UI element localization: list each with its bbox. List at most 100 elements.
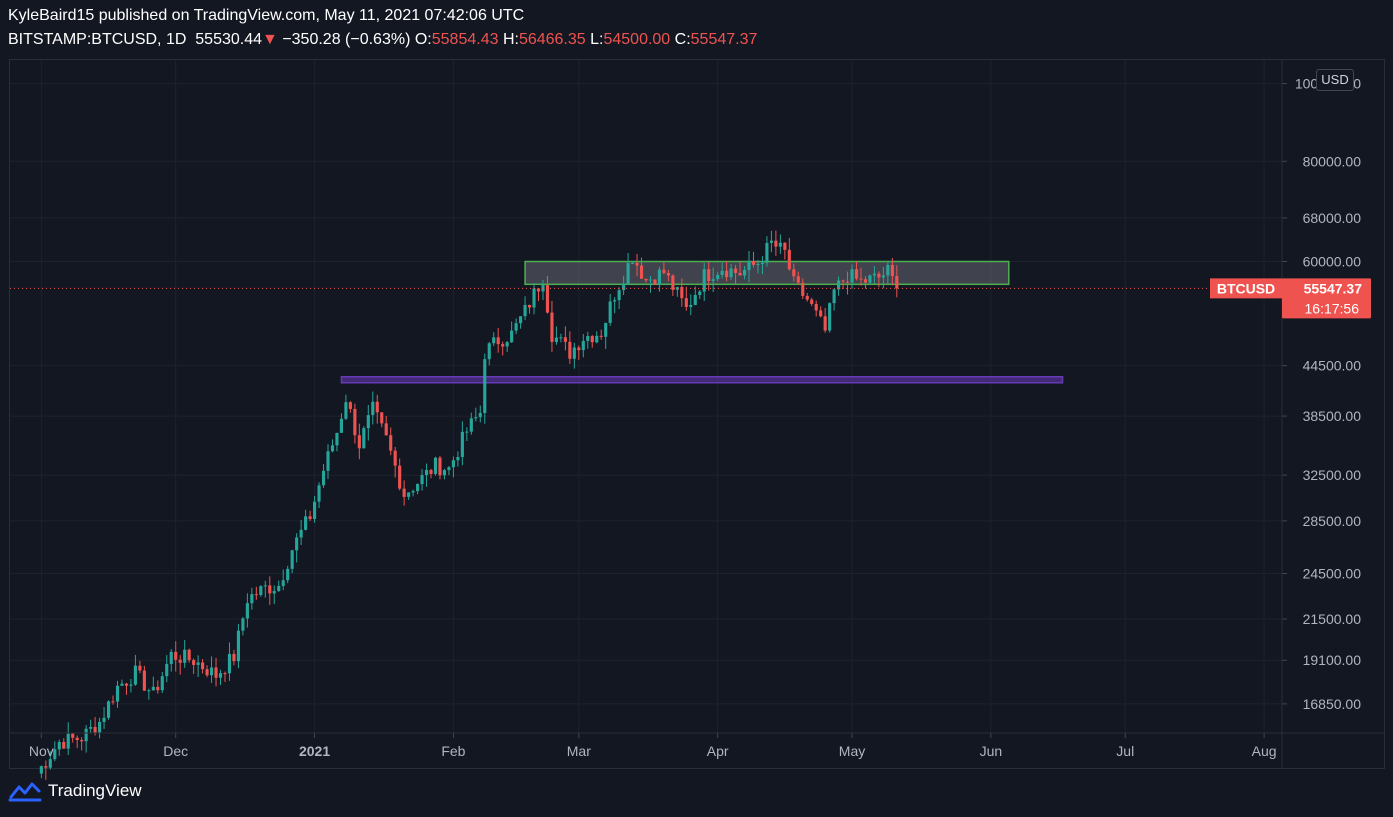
candle — [751, 251, 756, 268]
candle — [201, 659, 205, 674]
candle — [223, 671, 227, 683]
candle-body — [71, 733, 75, 738]
candle — [232, 649, 236, 666]
candle-body — [111, 701, 115, 703]
currency-button[interactable]: USD — [1316, 69, 1354, 91]
candle — [563, 326, 567, 351]
candle-body — [80, 739, 84, 742]
price-tag-value: 55547.37 — [1304, 280, 1363, 296]
candle — [814, 300, 818, 317]
candle-body — [268, 585, 272, 594]
candle — [483, 353, 487, 424]
candle-body — [671, 275, 675, 290]
candle — [599, 329, 603, 340]
candle — [192, 658, 196, 674]
candle-body — [451, 460, 455, 468]
candle — [738, 261, 742, 276]
candle-body — [317, 485, 321, 502]
candle — [138, 660, 142, 674]
candle-body — [53, 749, 57, 760]
candle-body — [263, 585, 267, 587]
candle-body — [550, 312, 554, 342]
candle-body — [662, 269, 666, 273]
candle-body — [478, 413, 482, 418]
candle-body — [214, 667, 218, 678]
tradingview-logo-icon[interactable] — [8, 780, 42, 802]
candle-body — [841, 280, 845, 282]
candle — [66, 722, 70, 755]
candle-body — [205, 669, 209, 676]
candle-body — [218, 673, 223, 678]
candle — [886, 260, 890, 284]
candle — [796, 271, 800, 285]
candle-body — [630, 263, 635, 265]
close-value: 55547.37 — [690, 31, 758, 48]
candle-body — [411, 491, 415, 493]
candle — [559, 333, 563, 343]
candle — [756, 259, 760, 274]
candle — [895, 265, 899, 298]
candle-body — [622, 283, 626, 291]
candle-body — [420, 475, 424, 485]
candle-body — [330, 445, 335, 452]
x-tick-label: Jul — [1116, 743, 1134, 759]
candle — [693, 286, 697, 306]
candle — [604, 322, 608, 349]
candle-body — [523, 304, 527, 317]
candle — [720, 262, 724, 279]
candle — [877, 271, 881, 288]
candle-body — [698, 291, 702, 296]
tradingview-brand[interactable]: TradingView — [48, 781, 142, 800]
candle-body — [106, 701, 111, 718]
y-tick-label: 32500.00 — [1303, 467, 1362, 483]
candle — [787, 237, 791, 271]
candle-body — [527, 304, 532, 308]
x-tick-label: Feb — [441, 743, 465, 759]
candle — [639, 257, 644, 279]
candle-body — [505, 342, 509, 347]
open-label: O: — [414, 31, 432, 48]
candle-body — [348, 402, 352, 409]
candle — [424, 463, 429, 487]
candle-body — [769, 240, 773, 243]
candle-body — [653, 279, 657, 285]
candle — [416, 483, 420, 495]
candle-body — [644, 278, 648, 281]
candle-body — [326, 451, 330, 471]
candle-body — [429, 469, 433, 474]
price-tag-countdown: 16:17:56 — [1305, 300, 1360, 316]
candle — [178, 655, 182, 675]
candle-body — [424, 469, 429, 476]
candle-body — [895, 276, 899, 289]
candle-body — [362, 428, 366, 449]
publish-info: KyleBaird15 published on TradingView.com… — [8, 7, 525, 24]
candle — [460, 421, 464, 466]
candle — [595, 331, 599, 344]
candle-body — [290, 550, 294, 569]
candle-body — [89, 727, 93, 729]
candle-body — [57, 741, 61, 750]
candle-body — [438, 457, 442, 476]
low-label: L: — [590, 31, 604, 48]
candle — [465, 427, 469, 442]
candle-body — [344, 402, 348, 419]
high-label: H: — [502, 31, 519, 48]
candle-body — [635, 263, 639, 266]
candle — [304, 509, 308, 531]
candle — [819, 306, 823, 318]
candle — [57, 739, 61, 756]
candle-body — [532, 288, 536, 308]
open-value: 55854.43 — [431, 31, 499, 48]
candle-body — [796, 276, 800, 283]
candle — [608, 293, 612, 326]
candle-body — [787, 249, 791, 270]
symbol-label[interactable]: BITSTAMP:BTCUSD, 1D — [8, 31, 187, 48]
candle — [165, 655, 169, 683]
candle-body — [156, 686, 160, 691]
axes-layer: 100000.0080000.0068000.0060000.0044500.0… — [10, 60, 1384, 768]
candle — [572, 342, 576, 369]
candle-body — [178, 659, 182, 663]
y-tick-label: 21500.00 — [1303, 611, 1362, 627]
candle — [133, 654, 137, 686]
